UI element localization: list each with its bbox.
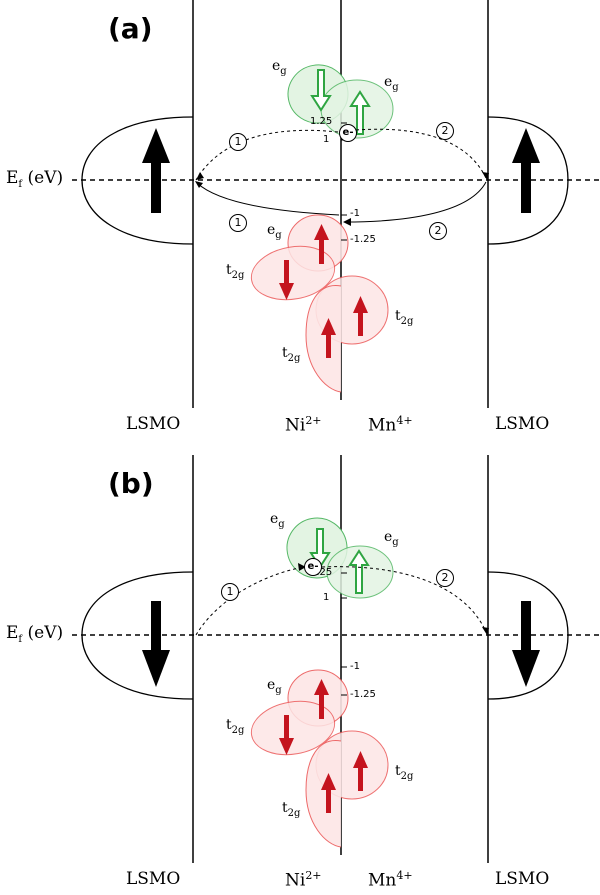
lsmo-right-label: LSMO [495, 414, 550, 434]
panel-a-label: (a) [108, 12, 153, 45]
ni-label: Ni2+ [285, 869, 322, 891]
tick-1-25: 1.25 [310, 116, 333, 127]
mn-label: Mn4+ [368, 414, 413, 436]
transfer-path-2 [321, 566, 487, 633]
mn-eg-label: eg [384, 529, 399, 548]
ni-t2g-label-1: t2g [226, 717, 245, 736]
panel-b: (b) Ef (eV) eg eg eg t2g t2g t2g 1.25 1 … [0, 455, 600, 895]
path-1-lower-marker: 1 [229, 214, 247, 232]
path-1-marker: 1 [221, 583, 239, 601]
ni-eg-label: eg [270, 511, 285, 530]
tick-1: 1 [323, 592, 330, 603]
transfer-path-1-lower [196, 182, 340, 216]
ni-eg-spin-down-arrow [310, 69, 332, 112]
lsmo-left-spin-down-arrow [142, 601, 170, 687]
panel-b-diagram [72, 455, 600, 863]
panel-a-diagram [72, 0, 600, 408]
ni-label: Ni2+ [285, 414, 322, 436]
tick-minus-1-25: -1.25 [350, 234, 376, 245]
path-2-marker: 2 [436, 569, 454, 587]
ni-eg-lower-label: eg [267, 677, 282, 696]
ni-t2g-spin-up-red-arrow [321, 773, 336, 813]
ni-eg-label: eg [272, 58, 287, 77]
mn-eg-spin-up-arrow [348, 549, 370, 594]
ni-t2g-label-2: t2g [282, 800, 301, 819]
lsmo-right-spin-up-arrow [512, 128, 540, 213]
ni-eg-spin-up-red-arrow [314, 679, 329, 719]
mn-t2g-spin-up-red-arrow [353, 751, 368, 791]
transfer-path-2-upper [355, 128, 487, 179]
lsmo-left-label: LSMO [126, 414, 181, 434]
ni-t2g-orbital-2 [305, 285, 342, 393]
panel-a: (a) Ef (eV) eg eg eg t2g t2g t2g 1.25 1 … [0, 0, 600, 440]
fermi-level-label: Ef (eV) [6, 168, 64, 190]
ni-eg-lower-label: eg [267, 222, 282, 241]
path-2-upper-marker: 2 [436, 122, 454, 140]
transfer-path-1-upper [195, 129, 339, 181]
electron-marker: e- [304, 558, 322, 576]
mn-t2g-label: t2g [395, 763, 414, 782]
mn-eg-label: eg [384, 74, 399, 93]
ni-t2g-label-1: t2g [226, 262, 245, 281]
ni-eg-spin-down-arrow [309, 528, 331, 569]
ni-t2g-spin-up-red-arrow [321, 318, 336, 358]
lsmo-left-spin-up-arrow [142, 128, 170, 213]
path-2-lower-marker: 2 [429, 222, 447, 240]
transfer-path-1 [195, 566, 305, 636]
fermi-level-label: Ef (eV) [6, 623, 64, 645]
ni-t2g-spin-down-red-arrow [279, 715, 294, 755]
tick-minus-1: -1 [350, 208, 360, 219]
panel-b-label: (b) [108, 467, 154, 500]
ni-t2g-label-2: t2g [282, 345, 301, 364]
tick-minus-1-25: -1.25 [350, 689, 376, 700]
ni-t2g-orbital-1 [250, 700, 336, 756]
lsmo-right-label: LSMO [495, 869, 550, 889]
electron-marker: e- [339, 124, 357, 142]
lsmo-left-label: LSMO [126, 869, 181, 889]
tick-minus-1: -1 [350, 661, 360, 672]
lsmo-right-spin-down-arrow [512, 601, 540, 687]
mn-label: Mn4+ [368, 869, 413, 891]
tick-1: 1 [323, 134, 330, 145]
mn-t2g-label: t2g [395, 308, 414, 327]
ni-t2g-spin-down-red-arrow [279, 260, 294, 300]
mn-t2g-spin-up-red-arrow [353, 296, 368, 336]
ni-eg-spin-up-red-arrow [314, 224, 329, 264]
ni-t2g-orbital-1 [250, 245, 336, 301]
path-1-upper-marker: 1 [229, 133, 247, 151]
transfer-path-2-lower [344, 181, 487, 223]
ni-t2g-orbital-2 [305, 740, 342, 848]
tick-1-25: 1.25 [310, 567, 333, 578]
